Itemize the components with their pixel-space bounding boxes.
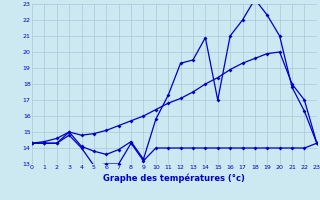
X-axis label: Graphe des températures (°c): Graphe des températures (°c) — [103, 173, 245, 183]
